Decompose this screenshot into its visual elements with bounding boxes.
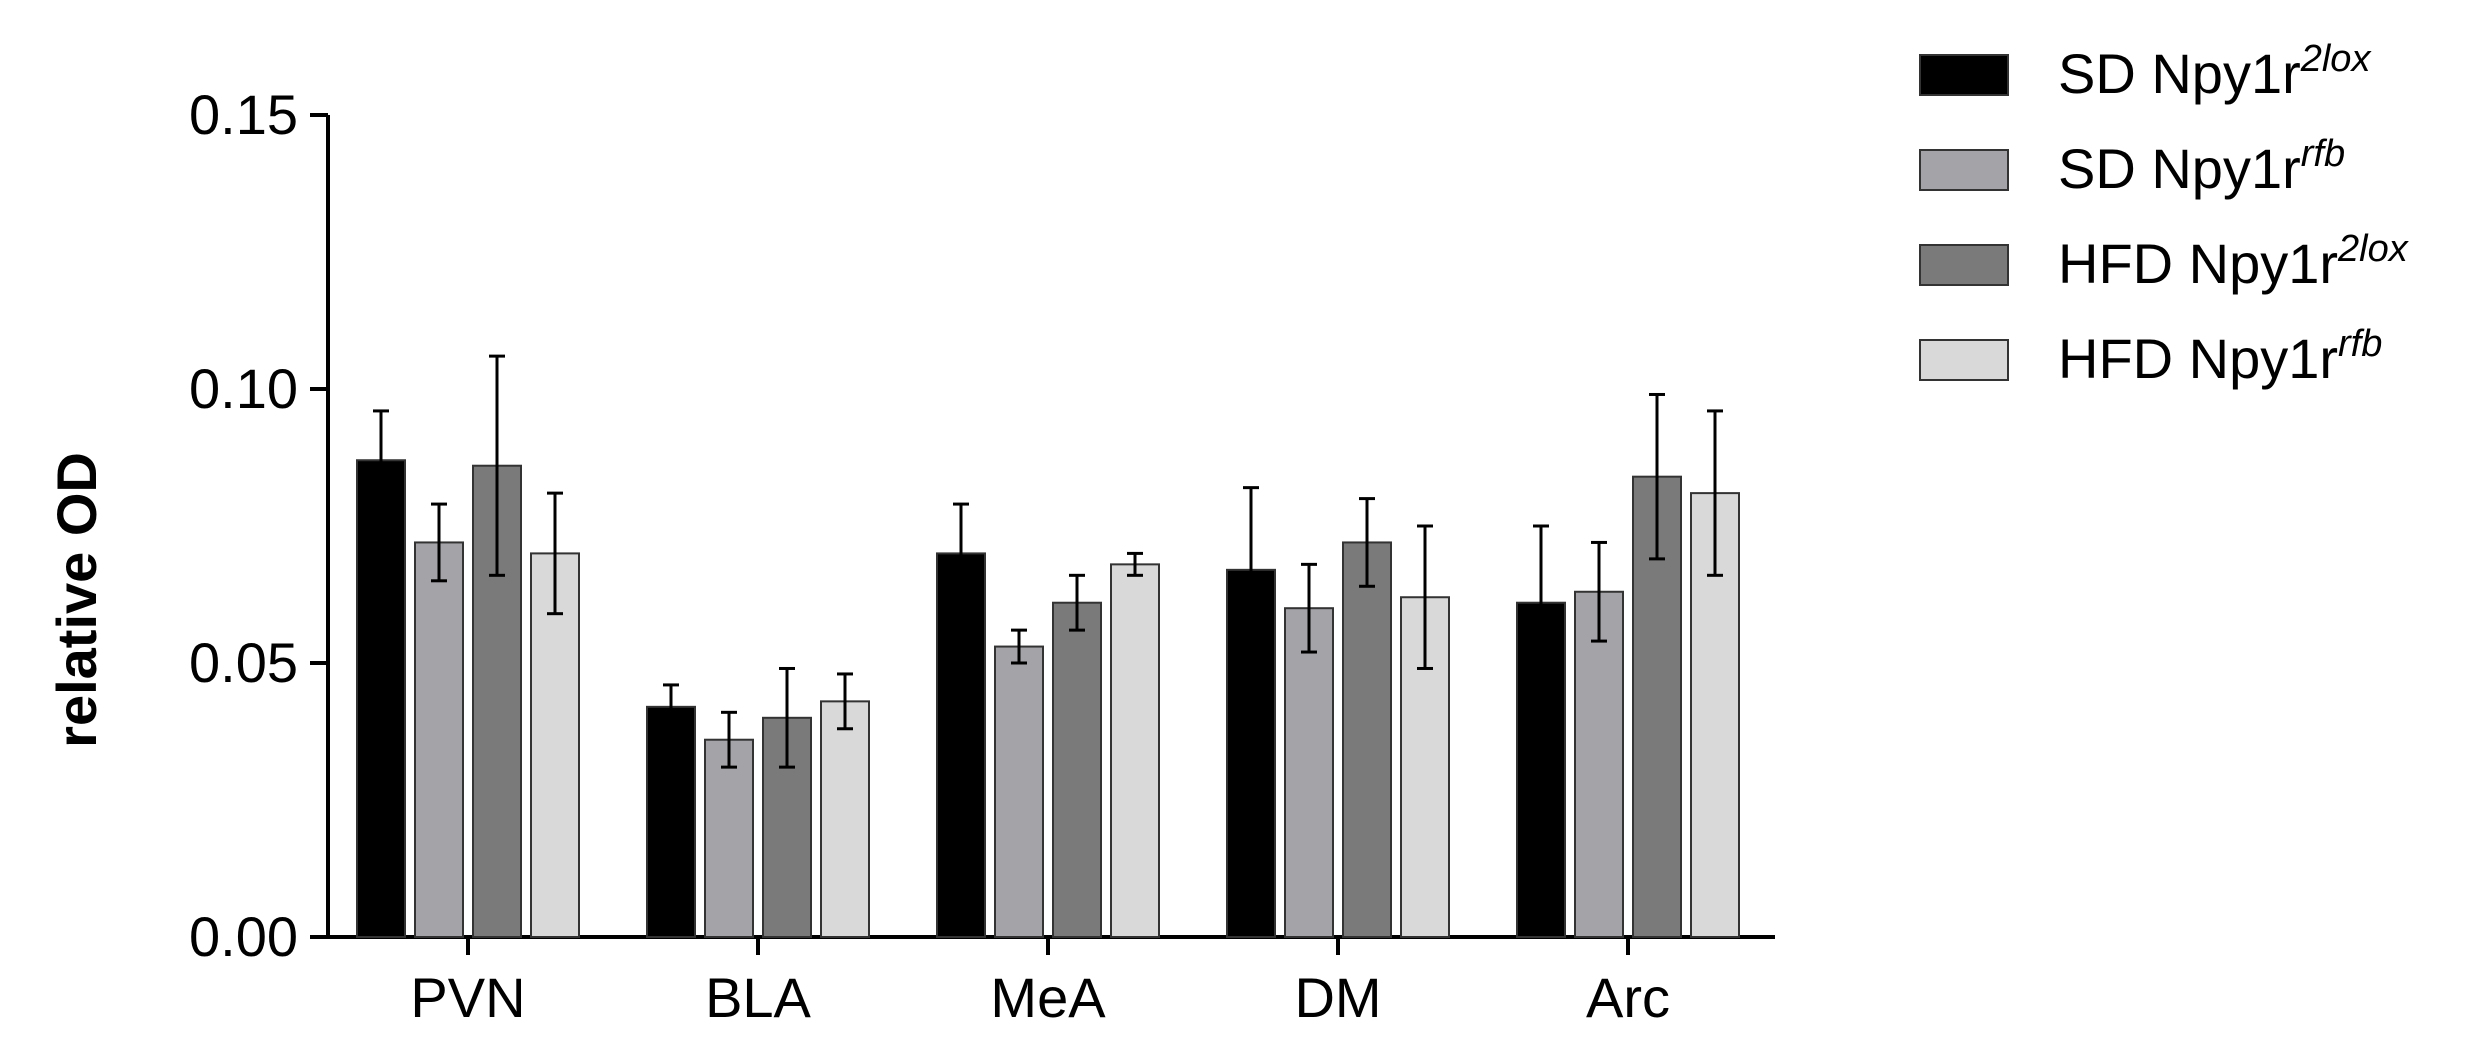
legend-label-text: HFD Npy1r [2058, 232, 2338, 295]
x-tick-label: PVN [410, 966, 525, 1029]
bar [704, 738, 754, 938]
legend-label: SD Npy1r2lox [2058, 38, 2372, 105]
legend-item: SD Npy1r2lox [1919, 38, 2372, 105]
legend-item: SD Npy1rrfb [1919, 133, 2345, 200]
bars [356, 459, 1740, 939]
y-tick-label: 0.15 [189, 83, 298, 146]
bar [356, 459, 406, 938]
legend-swatch [1919, 54, 2009, 96]
legend-item: HFD Npy1r2lox [1919, 228, 2410, 295]
x-tick-label: Arc [1586, 966, 1670, 1029]
bar [530, 552, 580, 939]
y-axis-title-group: relative OD [45, 452, 108, 748]
legend-swatch [1919, 149, 2009, 191]
bar [820, 700, 870, 938]
legend-swatch [1919, 339, 2009, 381]
x-axis: PVN BLA MeA DM Arc [328, 935, 1775, 1029]
y-tick-label: 0.00 [189, 905, 298, 968]
y-axis: 0.00 0.05 0.10 0.15 [189, 83, 330, 968]
bar [1284, 607, 1334, 938]
bar [994, 645, 1044, 938]
x-tick-label: MeA [990, 966, 1106, 1029]
x-tick-label: BLA [705, 966, 811, 1029]
legend-label: HFD Npy1rrfb [2058, 323, 2382, 390]
legend-label-text: SD Npy1r [2058, 42, 2301, 105]
bar [1574, 590, 1624, 938]
y-axis-title: relative OD [45, 452, 108, 748]
legend-swatch [1919, 244, 2009, 286]
legend-label: HFD Npy1r2lox [2058, 228, 2410, 295]
y-tick-label: 0.10 [189, 357, 298, 420]
y-tick-label: 0.05 [189, 631, 298, 694]
legend-item: HFD Npy1rrfb [1919, 323, 2382, 390]
legend-label-superscript: 2lox [2300, 38, 2373, 80]
bar [1342, 541, 1392, 938]
legend-label-text: SD Npy1r [2058, 137, 2301, 200]
x-tick-label: DM [1294, 966, 1381, 1029]
bar [414, 541, 464, 938]
legend-label-superscript: 2lox [2337, 228, 2410, 270]
bar [936, 552, 986, 939]
bar [646, 705, 696, 939]
legend-label-text: HFD Npy1r [2058, 327, 2338, 390]
legend-label: SD Npy1rrfb [2058, 133, 2345, 200]
legend-label-superscript: rfb [2301, 133, 2345, 175]
bar [1052, 601, 1102, 938]
error-bars [373, 354, 1723, 769]
legend-label-superscript: rfb [2338, 323, 2382, 365]
bar [1110, 563, 1160, 938]
